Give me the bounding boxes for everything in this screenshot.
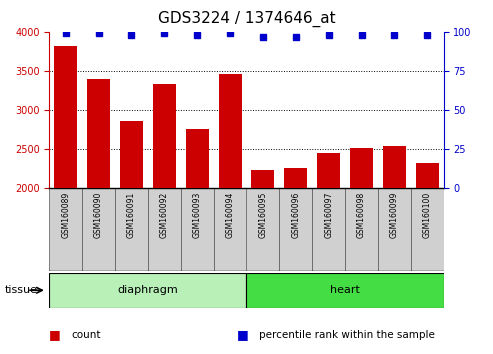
Bar [378,188,411,271]
Text: GSM160090: GSM160090 [94,192,103,238]
Bar [186,129,209,188]
Bar [411,188,444,271]
Bar [251,170,275,188]
Bar [312,188,345,271]
Bar [87,79,110,188]
Text: ■: ■ [49,328,61,341]
Text: GSM160092: GSM160092 [160,192,169,238]
Bar [416,163,439,188]
Text: GSM160091: GSM160091 [127,192,136,238]
Bar [120,121,143,188]
Bar [350,148,373,188]
Text: GSM160095: GSM160095 [258,192,267,238]
Bar [213,188,246,271]
Bar [317,153,340,188]
Text: GSM160097: GSM160097 [324,192,333,238]
Text: GSM160094: GSM160094 [226,192,235,238]
Bar [49,273,247,308]
Bar [82,188,115,271]
Text: GDS3224 / 1374646_at: GDS3224 / 1374646_at [158,11,335,27]
Bar [246,273,444,308]
Text: GSM160098: GSM160098 [357,192,366,238]
Text: count: count [71,330,101,339]
Text: GSM160093: GSM160093 [193,192,202,238]
Bar [153,84,176,188]
Text: GSM160089: GSM160089 [61,192,70,238]
Text: ■: ■ [237,328,248,341]
Bar [383,145,406,188]
Text: GSM160099: GSM160099 [390,192,399,238]
Text: percentile rank within the sample: percentile rank within the sample [259,330,435,339]
Text: GSM160100: GSM160100 [423,192,432,238]
Bar [148,188,181,271]
Bar [49,188,82,271]
Bar [280,188,312,271]
Bar [115,188,148,271]
Bar [246,188,280,271]
Text: GSM160096: GSM160096 [291,192,300,238]
Bar [54,46,77,188]
Bar [345,188,378,271]
Text: diaphragm: diaphragm [117,285,178,295]
Text: tissue: tissue [5,285,38,295]
Bar [218,74,242,188]
Bar [284,168,307,188]
Text: heart: heart [330,285,360,295]
Bar [181,188,213,271]
